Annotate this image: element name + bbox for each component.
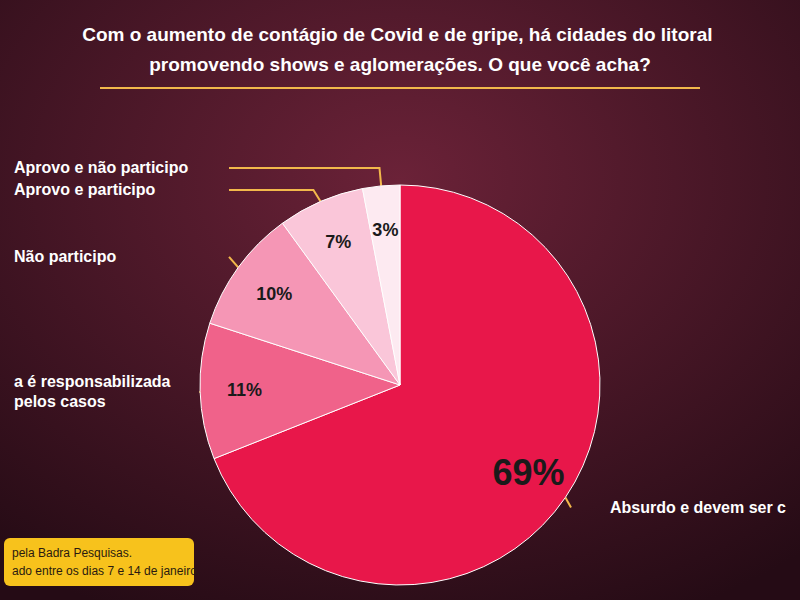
svg-text:11%: 11% — [227, 380, 262, 400]
svg-text:ado entre os dias 7 e 14 de ja: ado entre os dias 7 e 14 de janeiro. — [12, 564, 200, 578]
svg-text:3%: 3% — [372, 220, 398, 240]
svg-text:pela Badra Pesquisas.: pela Badra Pesquisas. — [12, 546, 132, 560]
svg-text:10%: 10% — [256, 284, 292, 304]
svg-text:Absurdo e devem ser c: Absurdo e devem ser c — [610, 499, 786, 516]
svg-text:promovendo shows e aglomeraçõe: promovendo shows e aglomerações. O que v… — [149, 54, 651, 75]
svg-text:Aprovo e não participo: Aprovo e não participo — [14, 159, 188, 176]
svg-text:Aprovo e participo: Aprovo e participo — [14, 181, 156, 198]
svg-text:a é responsabilizada: a é responsabilizada — [14, 373, 175, 390]
svg-text:pelos casos: pelos casos — [14, 393, 106, 410]
svg-text:Não participo: Não participo — [14, 248, 116, 265]
svg-text:69%: 69% — [493, 452, 565, 493]
svg-text:7%: 7% — [325, 232, 351, 252]
svg-text:Com o aumento de contágio de C: Com o aumento de contágio de Covid e de … — [82, 24, 718, 45]
